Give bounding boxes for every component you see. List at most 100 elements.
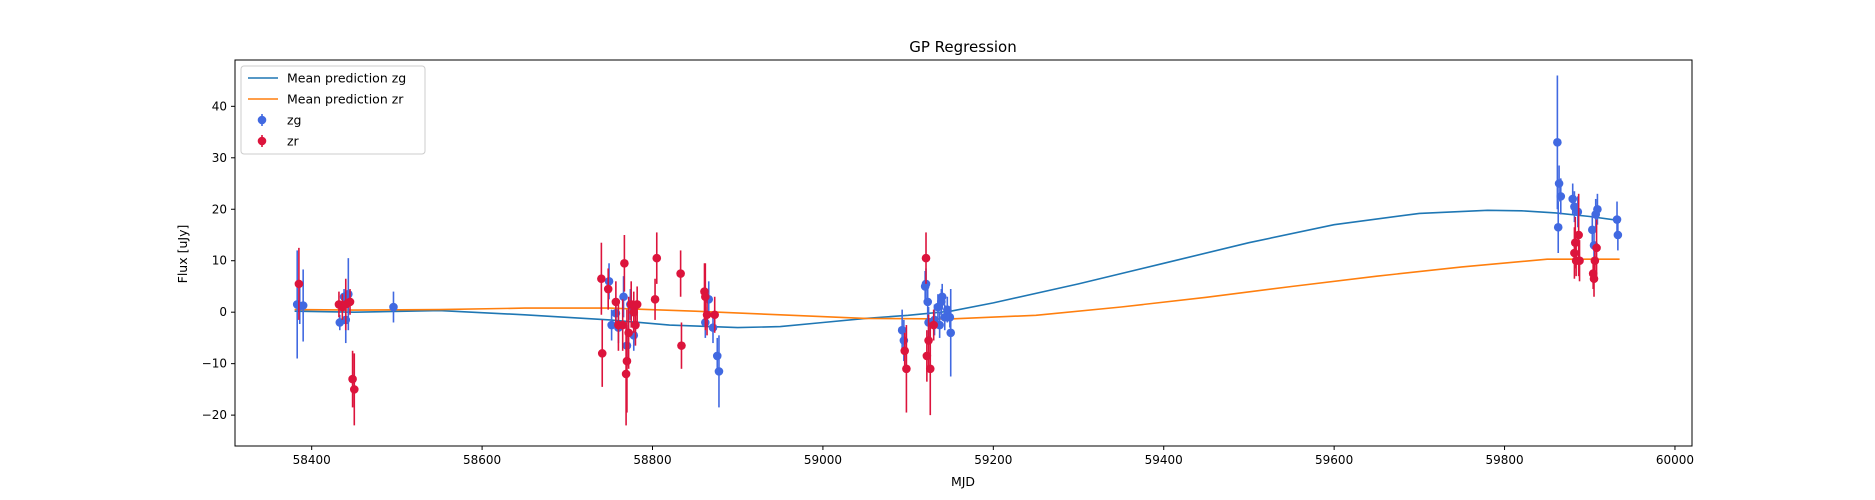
legend-marker-swatch [257, 136, 267, 146]
marker [1612, 215, 1622, 224]
marker [298, 301, 308, 310]
marker [1554, 179, 1564, 188]
data-point-zr [348, 350, 357, 408]
marker [604, 277, 614, 286]
data-point-zg [1613, 219, 1623, 251]
x-tick-label: 58800 [633, 453, 671, 467]
legend-label: Mean prediction zr [287, 92, 404, 107]
marker [923, 297, 933, 307]
data-point-zr [902, 325, 911, 413]
data-point-zr [597, 242, 606, 315]
data-point-zg [1593, 193, 1602, 225]
marker [621, 369, 631, 379]
y-tick-label: −20 [202, 408, 227, 422]
legend-box [240, 65, 426, 155]
data-point-zg [937, 283, 947, 310]
marker [618, 320, 627, 330]
legend-item: Mean prediction zr [248, 92, 404, 107]
data-point-zg [1573, 196, 1583, 228]
marker [935, 320, 944, 330]
x-axis-label: MJD [951, 474, 975, 489]
marker [622, 356, 632, 366]
marker [603, 284, 613, 294]
data-point-zr [929, 309, 938, 341]
data-point-zr [349, 353, 359, 426]
marker [701, 292, 710, 302]
marker [925, 364, 935, 374]
y-tick-label: 0 [219, 305, 227, 319]
data-point-zr [621, 322, 631, 426]
legend-label: zr [287, 134, 300, 149]
marker [389, 302, 398, 312]
marker [702, 310, 712, 320]
data-point-zg [619, 276, 628, 318]
marker [619, 292, 628, 302]
x-tick-label: 58600 [463, 453, 501, 467]
legend: Mean prediction zg Mean prediction zr zg zr [240, 65, 426, 155]
data-point-zg [389, 291, 398, 323]
marker [1573, 207, 1583, 217]
data-point-zr [925, 322, 935, 416]
marker [677, 341, 686, 350]
data-point-zr [603, 268, 613, 310]
x-tick-label: 59400 [1145, 453, 1183, 467]
data-point-zr [676, 250, 685, 297]
marker [712, 351, 722, 361]
data-point-zg [923, 283, 933, 320]
data-point-zr [632, 286, 642, 323]
marker [710, 310, 720, 320]
data-point-zr [631, 304, 640, 346]
x-tick-label: 59200 [974, 453, 1012, 467]
data-point-zr [597, 319, 607, 387]
marker [1553, 222, 1563, 232]
legend-label: zg [287, 113, 302, 128]
data-point-zr [652, 232, 662, 284]
marker [652, 253, 662, 263]
marker [714, 367, 724, 376]
plot-frame [234, 59, 1693, 447]
y-tick-label: 20 [212, 202, 227, 216]
data-point-zr [624, 296, 633, 369]
marker [349, 385, 359, 394]
data-point-zg [945, 307, 955, 328]
data-point-zr [710, 296, 720, 333]
marker [1568, 194, 1578, 204]
marker [676, 269, 685, 278]
data-point-zg [1553, 201, 1563, 253]
x-tick-label: 59000 [804, 453, 842, 467]
data-point-zg [607, 309, 616, 341]
marker [946, 328, 956, 338]
data-point-zg [604, 263, 614, 300]
marker [1556, 192, 1566, 201]
y-tick-label: 10 [212, 254, 227, 268]
y-axis: −20 −10 0 10 20 30 40 [202, 99, 235, 422]
chart-title: GP Regression [909, 38, 1016, 56]
marker [1570, 238, 1580, 248]
marker [924, 336, 933, 345]
marker [1570, 248, 1579, 258]
x-tick-label: 58400 [293, 453, 331, 467]
data-point-zr [294, 247, 304, 320]
data-point-zg [935, 312, 944, 338]
data-point-zr [702, 294, 712, 336]
data-point-zr [921, 232, 931, 284]
marker [607, 320, 616, 330]
x-tick-label: 59600 [1315, 453, 1353, 467]
marker [708, 323, 718, 332]
marker [294, 279, 304, 289]
legend-item: Mean prediction zg [248, 71, 406, 86]
y-tick-label: 40 [212, 99, 227, 113]
y-tick-label: 30 [212, 151, 227, 165]
marker [620, 258, 629, 268]
marker [632, 300, 642, 309]
marker [902, 364, 911, 374]
mean-prediction-line-zg [294, 209, 1620, 329]
marker [345, 297, 355, 307]
marker [597, 349, 607, 358]
data-point-zr [1589, 260, 1599, 297]
marker [631, 320, 640, 330]
x-tick-label: 59800 [1485, 453, 1523, 467]
data-point-zr [650, 278, 660, 320]
data-point-zg [946, 289, 956, 377]
